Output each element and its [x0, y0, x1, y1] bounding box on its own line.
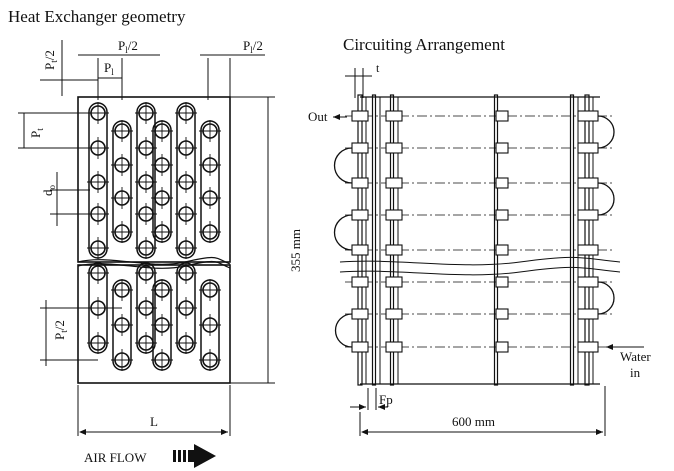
tube-collar: [577, 142, 599, 154]
right-panel: Circuiting Arrangement t Out Water in Fp: [308, 35, 651, 436]
break-line-right: [339, 256, 621, 266]
fp-label: Fp: [379, 392, 393, 407]
tube-collar: [351, 142, 369, 154]
lower-fin-plate: [77, 264, 231, 384]
pl-label: Pl: [104, 60, 114, 77]
tube-collar: [385, 341, 403, 353]
tube-collar: [577, 209, 599, 221]
tube-collar: [385, 142, 403, 154]
tube-collar: [385, 276, 403, 288]
air-flow-label: AIR FLOW: [84, 450, 147, 465]
tube-collar: [577, 341, 599, 353]
pt-half-top-label: Pt/2: [42, 50, 59, 70]
pl-half-right-label: Pl/2: [243, 38, 263, 55]
tube-sheet: [584, 94, 590, 386]
break-line-right-2: [339, 266, 621, 276]
tube-collar: [577, 110, 599, 122]
left-dimensions: [18, 112, 122, 366]
tube-collar: [385, 177, 403, 189]
tube-collar: [385, 110, 403, 122]
tube-collar: [351, 110, 369, 122]
tube-sheet: [493, 94, 499, 386]
tube-collar: [495, 142, 509, 154]
left-title: Heat Exchanger geometry: [8, 7, 186, 26]
tube-sheet: [357, 94, 363, 386]
tube-sheet: [569, 94, 575, 386]
break-line-2: [77, 260, 231, 269]
return-bend-left: [334, 313, 353, 348]
water-label: Water: [620, 349, 651, 364]
in-label: in: [630, 365, 641, 380]
tube-collar: [351, 244, 369, 256]
break-line: [77, 256, 231, 265]
tube-collar: [385, 308, 403, 320]
out-label: Out: [308, 109, 328, 124]
tube-collar: [351, 209, 369, 221]
height-dimension: [230, 96, 275, 384]
tube-collar: [495, 244, 509, 256]
width-label-600: 600 mm: [452, 414, 495, 429]
tube-collar: [577, 177, 599, 189]
right-title: Circuiting Arrangement: [343, 35, 505, 54]
tube-collar: [495, 308, 509, 320]
tube-collar: [495, 177, 509, 189]
upper-fin-plate: [77, 96, 231, 263]
width-label-L: L: [150, 414, 158, 429]
pt-half-low-label: Pt/2: [52, 320, 69, 340]
tube-collar: [577, 244, 599, 256]
return-bend-left: [333, 214, 353, 251]
tube-collar: [351, 276, 369, 288]
tube-collar: [351, 341, 369, 353]
width-dimension: [77, 385, 231, 436]
tube-collar: [495, 209, 509, 221]
tube-array: [87, 102, 221, 371]
tube-collar: [351, 308, 369, 320]
tube-collar: [351, 177, 369, 189]
return-bend-right: [597, 182, 615, 216]
fp-dimension: [350, 388, 388, 410]
left-panel: Heat Exchanger geometry Pt/2 Pl/2 Pl/2 P…: [8, 7, 303, 468]
height-label: 355 mm: [288, 229, 303, 272]
tube-collar: [495, 276, 509, 288]
air-flow-arrow-icon: [173, 444, 216, 468]
t-dimension: [345, 68, 372, 98]
pt-label: Pt: [28, 128, 45, 138]
tube-collar: [495, 110, 509, 122]
tube-sheet: [389, 94, 395, 386]
return-bend-right: [597, 281, 615, 315]
return-bend-right: [597, 115, 615, 149]
tube-collar: [577, 276, 599, 288]
t-label: t: [376, 61, 380, 75]
tube-collar: [577, 308, 599, 320]
width-dimension-right: [359, 386, 606, 436]
pl-half-mid-label: Pl/2: [118, 38, 138, 55]
circuit-array: [333, 94, 621, 386]
tube-collar: [385, 209, 403, 221]
top-dimensions: [40, 40, 265, 100]
return-bend-left: [333, 147, 353, 184]
tube-collar: [495, 341, 509, 353]
tube-collar: [385, 244, 403, 256]
tube-sheet: [371, 94, 377, 386]
do-label: do: [40, 185, 57, 197]
